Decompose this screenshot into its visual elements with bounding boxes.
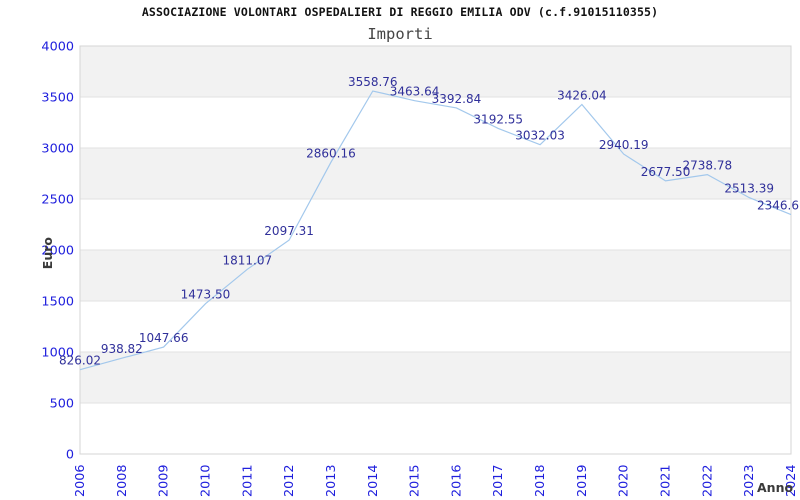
x-tick-label: 2016 bbox=[449, 464, 464, 497]
x-tick-label: 2022 bbox=[700, 464, 715, 497]
data-point-label: 1047.66 bbox=[139, 331, 189, 345]
plot-band bbox=[80, 250, 791, 301]
y-tick-label: 0 bbox=[66, 448, 74, 463]
plot-band bbox=[80, 148, 791, 199]
data-point-label: 3032.03 bbox=[515, 129, 565, 143]
x-tick-label: 2009 bbox=[157, 464, 172, 497]
x-tick-label: 2012 bbox=[282, 464, 297, 497]
x-tick-label: 2014 bbox=[366, 464, 381, 497]
plot-band bbox=[80, 97, 791, 148]
plot-band bbox=[80, 199, 791, 250]
y-tick-label: 2500 bbox=[41, 193, 74, 208]
x-tick-label: 2019 bbox=[575, 464, 590, 497]
data-line bbox=[79, 90, 792, 371]
x-tick-label: 2011 bbox=[240, 464, 255, 497]
data-point-label: 938.82 bbox=[101, 342, 143, 356]
data-point-label: 2513.39 bbox=[724, 182, 774, 196]
data-point-label: 2677.50 bbox=[641, 165, 691, 179]
x-tick-label: 2008 bbox=[115, 464, 130, 497]
data-point-label: 3426.04 bbox=[557, 89, 607, 103]
plot-band bbox=[80, 403, 791, 454]
plot-band bbox=[80, 352, 791, 403]
chart-subtitle: Importi bbox=[367, 25, 433, 43]
x-tick-label: 2006 bbox=[73, 464, 88, 497]
data-point-label: 2097.31 bbox=[264, 224, 314, 238]
chart-title: ASSOCIAZIONE VOLONTARI OSPEDALIERI DI RE… bbox=[141, 5, 659, 19]
y-tick-label: 3500 bbox=[41, 91, 74, 106]
plot-band bbox=[80, 46, 791, 97]
x-tick-label: 2017 bbox=[491, 464, 506, 497]
x-tick-label: 2021 bbox=[659, 464, 674, 497]
data-point-label: 3463.64 bbox=[390, 85, 440, 99]
data-point-label: 3192.55 bbox=[473, 112, 523, 126]
x-tick-label: 2010 bbox=[198, 464, 213, 497]
x-tick-label: 2015 bbox=[408, 464, 423, 497]
y-tick-label: 4000 bbox=[41, 40, 74, 55]
data-point-label: 1811.07 bbox=[222, 253, 272, 267]
data-point-label: 3558.76 bbox=[348, 75, 398, 89]
y-tick-label: 3000 bbox=[41, 142, 74, 157]
y-tick-label: 1000 bbox=[41, 346, 74, 361]
x-tick-label: 2013 bbox=[324, 464, 339, 497]
x-axis-label: Anno bbox=[757, 480, 794, 495]
x-tick-label: 2024 bbox=[784, 464, 799, 497]
x-tick-label: 2018 bbox=[533, 464, 548, 497]
data-point-label: 826.02 bbox=[59, 354, 101, 368]
data-point-label: 2860.16 bbox=[306, 146, 356, 160]
data-point-label: 2940.19 bbox=[599, 138, 649, 152]
y-tick-label: 1500 bbox=[41, 295, 74, 310]
y-axis-label: Euro bbox=[40, 237, 55, 270]
x-tick-label: 2023 bbox=[742, 464, 757, 497]
plot-border bbox=[79, 45, 792, 455]
data-point-label: 2346.6 bbox=[757, 199, 799, 213]
x-tick-label: 2020 bbox=[617, 464, 632, 497]
data-point-label: 1473.50 bbox=[181, 288, 231, 302]
y-tick-label: 500 bbox=[50, 397, 74, 412]
y-tick-label: 2000 bbox=[41, 244, 74, 259]
plot-band bbox=[80, 301, 791, 352]
data-point-label: 3392.84 bbox=[432, 92, 482, 106]
data-point-label: 2738.78 bbox=[683, 159, 733, 173]
